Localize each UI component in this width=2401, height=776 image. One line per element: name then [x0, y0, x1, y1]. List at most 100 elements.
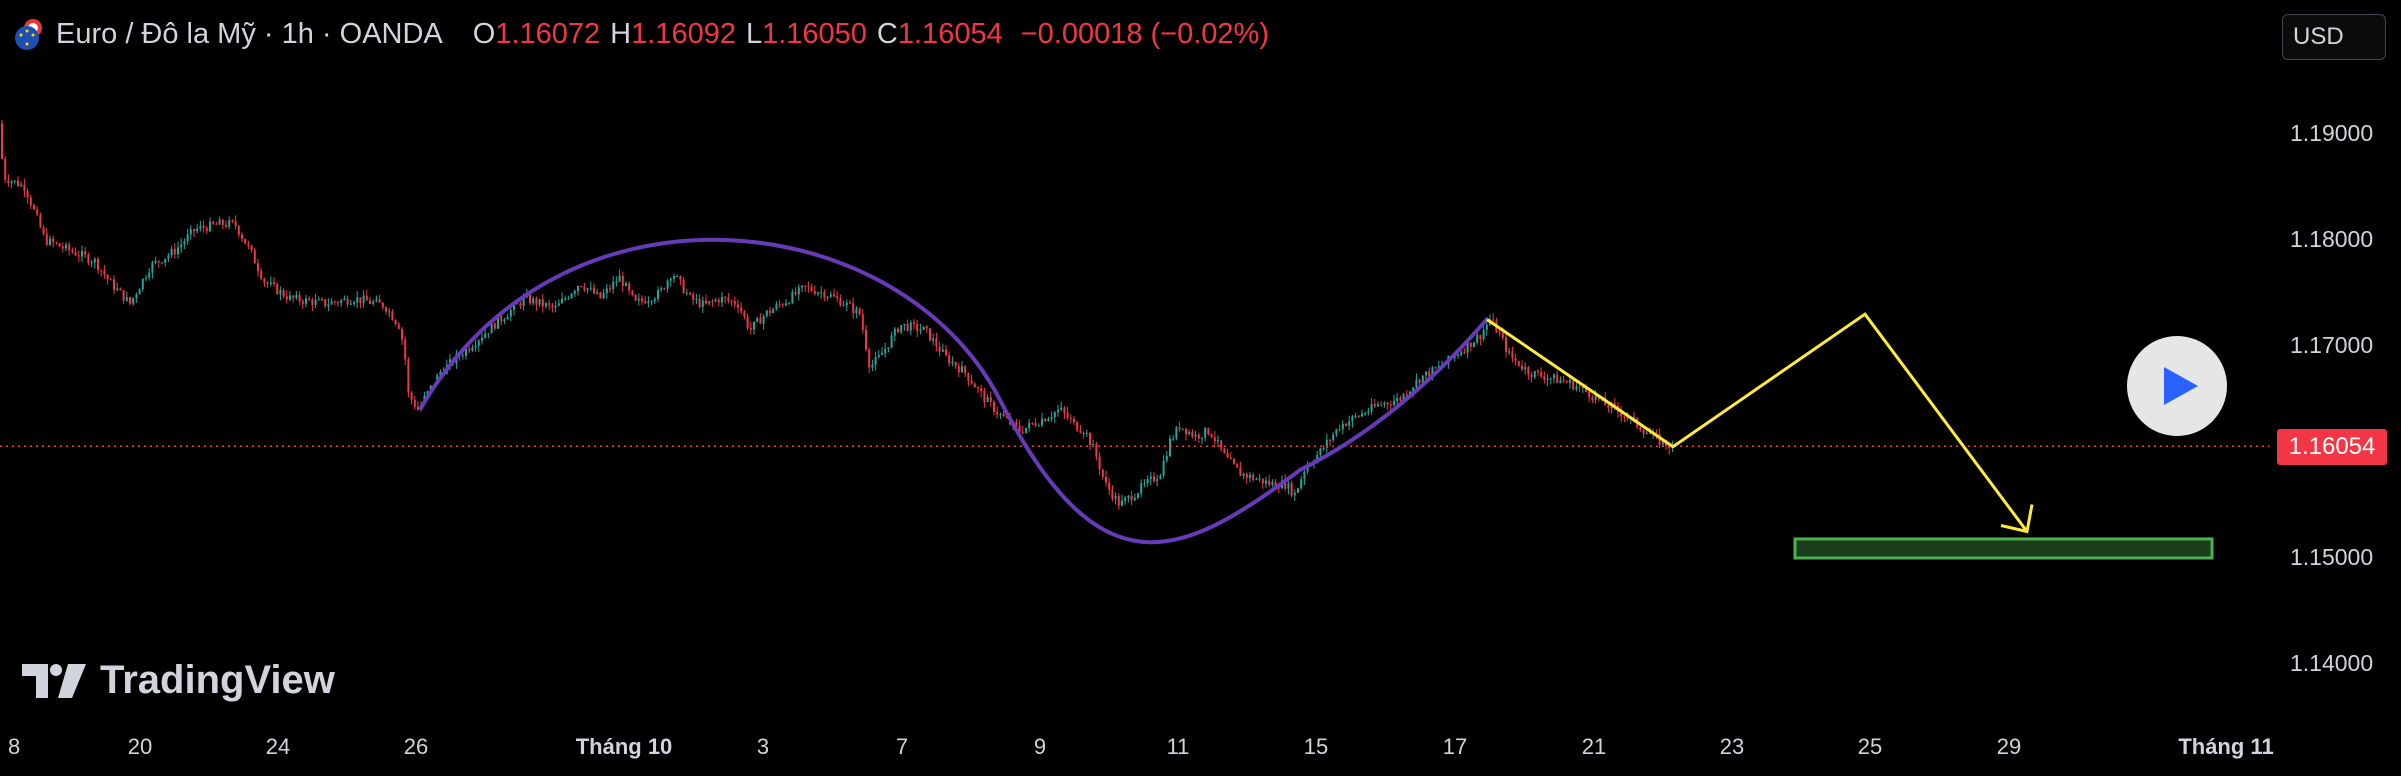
candle-body — [1569, 379, 1571, 383]
candle-body — [1249, 474, 1251, 478]
candle-body — [516, 303, 519, 305]
currency-button[interactable]: USD — [2282, 14, 2386, 60]
candle-body — [1537, 371, 1539, 373]
candle-body — [1505, 337, 1507, 352]
candle-body — [285, 296, 288, 300]
candle-body — [1111, 489, 1114, 499]
candle-body — [55, 242, 58, 244]
candle-body — [1501, 332, 1504, 338]
candle-body — [346, 298, 349, 305]
rounded-bottom-arc — [418, 237, 1490, 545]
candle-body — [538, 299, 541, 305]
candle-body — [410, 392, 413, 400]
candle-body — [135, 294, 138, 298]
candle-body — [586, 288, 589, 290]
candle-body — [209, 221, 211, 232]
candle-body — [1578, 386, 1581, 388]
candle-body — [1437, 366, 1440, 369]
candle-body — [621, 275, 624, 286]
candle-body — [951, 362, 954, 364]
candle-body — [10, 181, 13, 184]
candle-body — [564, 298, 567, 300]
symbol-title[interactable]: Euro / Đô la Mỹ · 1h · OANDA — [56, 17, 443, 50]
candle-body — [1277, 487, 1280, 489]
candle-body — [1236, 463, 1239, 468]
candle-body — [1642, 430, 1645, 434]
candle-body — [996, 411, 999, 415]
candle-body — [865, 329, 867, 350]
candle-body — [1255, 479, 1258, 481]
candle-body — [193, 229, 195, 232]
candle-body — [157, 260, 160, 263]
candle-body — [177, 247, 179, 255]
candle-body — [1553, 374, 1555, 379]
candle-body — [692, 294, 695, 300]
candle-body — [385, 307, 387, 312]
candle-body — [215, 223, 218, 225]
candle-body — [375, 299, 378, 302]
candle-body — [413, 399, 416, 407]
low-value: 1.16050 — [762, 17, 867, 50]
candle-body — [1053, 412, 1056, 418]
candle-body — [906, 323, 909, 331]
candle-body — [138, 289, 141, 295]
candle-body — [1348, 421, 1351, 426]
candle-body — [202, 225, 205, 229]
candle-body — [1069, 417, 1072, 420]
candle-body — [1178, 427, 1181, 430]
candle-body — [855, 308, 858, 314]
candle-body — [1162, 460, 1165, 476]
candle-body — [465, 348, 467, 356]
candle-body — [1037, 425, 1040, 427]
candle-body — [554, 305, 557, 308]
candle-body — [1412, 387, 1415, 392]
candle-body — [605, 288, 608, 294]
candle-body — [1050, 417, 1053, 419]
candle-body — [781, 304, 784, 306]
candle-body — [909, 322, 912, 331]
candle-body — [1133, 497, 1136, 501]
candle-body — [247, 243, 250, 246]
candle-body — [1319, 448, 1322, 455]
candle-body — [839, 298, 842, 306]
candle-body — [1364, 413, 1367, 415]
candle-body — [1431, 367, 1434, 377]
candle-body — [1428, 371, 1431, 377]
candle-body — [170, 248, 173, 256]
candle-body — [1124, 497, 1127, 501]
candle-body — [1002, 413, 1005, 417]
candle-body — [708, 301, 711, 304]
candle-body — [1021, 431, 1024, 433]
candle-body — [1172, 438, 1175, 440]
candle-body — [1130, 495, 1133, 501]
candle-body — [241, 234, 243, 239]
open-label: O — [472, 17, 496, 50]
candle-body — [218, 219, 221, 225]
candle-body — [65, 244, 67, 249]
candle-body — [103, 270, 106, 275]
candle-body — [801, 285, 803, 288]
candle-body — [762, 315, 765, 324]
candle-body — [1623, 416, 1626, 418]
candle-body — [721, 296, 723, 303]
candle-body — [1329, 439, 1331, 441]
candle-body — [1239, 467, 1242, 476]
candle-body — [497, 316, 499, 329]
candle-body — [557, 303, 560, 306]
candle-body — [1658, 434, 1661, 445]
candle-body — [826, 296, 829, 298]
replay-play-button[interactable] — [2127, 336, 2227, 436]
candle-body — [612, 281, 615, 290]
candle-body — [548, 303, 551, 305]
candle-body — [1265, 480, 1267, 484]
candle-body — [932, 338, 935, 341]
candle-body — [573, 291, 576, 294]
candle-body — [468, 348, 471, 351]
candle-body — [1316, 454, 1319, 463]
candle-body — [45, 233, 48, 245]
candle-body — [1492, 319, 1495, 321]
candle-body — [266, 282, 269, 285]
candle-body — [109, 279, 112, 281]
candle-body — [791, 291, 794, 304]
